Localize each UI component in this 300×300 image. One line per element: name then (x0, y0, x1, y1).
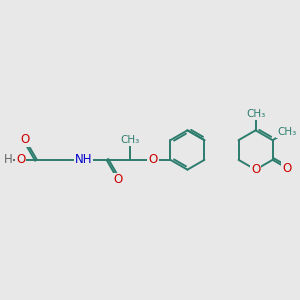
Text: O: O (113, 173, 123, 186)
Text: NH: NH (75, 153, 92, 166)
Text: O: O (16, 153, 25, 166)
Text: CH₃: CH₃ (120, 135, 140, 145)
Text: O: O (282, 161, 291, 175)
Text: O: O (148, 153, 158, 166)
Text: O: O (21, 133, 30, 146)
Text: CH₃: CH₃ (246, 109, 265, 119)
Text: O: O (251, 163, 260, 176)
Text: H: H (4, 153, 12, 166)
Text: CH₃: CH₃ (277, 127, 296, 137)
